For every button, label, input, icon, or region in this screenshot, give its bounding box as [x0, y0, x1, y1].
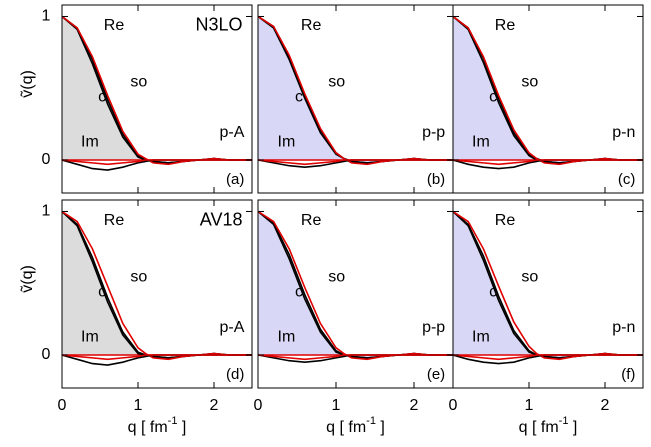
x-tick-label: 1 [525, 397, 534, 414]
series-label: so [521, 268, 538, 285]
x-tick-label: 0 [449, 397, 458, 414]
y-tick-label: 1 [42, 203, 51, 220]
area-fill [453, 211, 643, 358]
panel: Re c so Im p-n (c) [452, 4, 644, 194]
reaction-label: p-n [612, 124, 635, 141]
panel-label: (b) [427, 171, 445, 188]
series-label: Re [104, 212, 125, 229]
series-label: Re [495, 17, 516, 34]
x-tick-label: 2 [210, 397, 219, 414]
x-label-end: ] [376, 419, 385, 436]
x-label-end: ] [568, 419, 577, 436]
area-fill [62, 16, 252, 163]
plot-area [453, 15, 643, 170]
line-series [258, 354, 453, 361]
series-label: Re [104, 17, 125, 34]
series-label: Im [472, 328, 490, 345]
y-axis-label: ṽ(q) [19, 70, 36, 98]
plot-area [258, 210, 453, 363]
reaction-label: p-n [612, 319, 635, 336]
x-label-sup: -1 [559, 415, 569, 427]
line-series [453, 354, 643, 361]
line-series [62, 354, 252, 361]
series-label: Im [81, 328, 99, 345]
panel-frame [452, 4, 644, 194]
series-label: c [98, 283, 106, 300]
model-label: AV18 [200, 209, 243, 229]
model-label: N3LO [195, 14, 242, 34]
panel-frame [61, 4, 253, 194]
reaction-label: p-p [422, 124, 445, 141]
line-series [258, 159, 453, 166]
x-label-end: ] [177, 419, 186, 436]
x-label-sup: -1 [366, 415, 376, 427]
panel: Re c so Im 0 1 ṽ(q) N3LO p-A (a) [19, 4, 253, 194]
series-label: Im [278, 328, 296, 345]
reaction-label: p-A [219, 319, 244, 336]
plot-area [258, 15, 453, 168]
x-axis-label: q [ fm-1 ] [326, 415, 385, 436]
x-label-main: q [ fm [128, 419, 168, 436]
y-axis-label: ṽ(q) [19, 265, 36, 293]
x-label-main: q [ fm [519, 419, 559, 436]
series-label: c [295, 88, 303, 105]
plot-area [62, 15, 252, 171]
panel-frame [452, 199, 644, 389]
line-series [62, 159, 252, 166]
x-label-sup: -1 [168, 415, 178, 427]
series-label: c [295, 283, 303, 300]
panel-frame [61, 199, 253, 389]
line-series [453, 159, 643, 166]
series-label: Im [278, 133, 296, 150]
series-label: so [328, 73, 345, 90]
x-tick-label: 2 [410, 397, 419, 414]
panel-label: (d) [226, 366, 244, 383]
series-label: Re [301, 17, 322, 34]
y-tick-label: 1 [42, 8, 51, 25]
y-tick-label: 0 [42, 346, 51, 363]
series-label: c [489, 283, 497, 300]
area-fill [258, 211, 453, 358]
panel-label: (c) [618, 171, 636, 188]
panel-label: (f) [621, 366, 635, 383]
plot-area [62, 210, 252, 366]
panel: Re c so Im p-p (b) [257, 4, 454, 194]
plot-area [453, 210, 643, 365]
area-fill [258, 16, 453, 163]
series-label: so [521, 73, 538, 90]
reaction-label: p-p [422, 319, 445, 336]
panel: Re c so Im 0 1 2 q [ fm-1 ] p-p (e) [254, 199, 454, 436]
series-label: so [328, 268, 345, 285]
x-label-main: q [ fm [326, 419, 366, 436]
x-tick-label: 2 [601, 397, 610, 414]
series-label: so [130, 73, 147, 90]
series-label: Re [301, 212, 322, 229]
series-label: Im [472, 133, 490, 150]
area-fill [453, 16, 643, 163]
x-tick-label: 1 [332, 397, 341, 414]
panel-label: (e) [427, 366, 445, 383]
area-fill [62, 211, 252, 358]
y-tick-label: 0 [42, 151, 51, 168]
series-label: Re [495, 212, 516, 229]
panel-label: (a) [226, 171, 244, 188]
series-label: Im [81, 133, 99, 150]
series-label: c [98, 88, 106, 105]
x-axis-label: q [ fm-1 ] [128, 415, 187, 436]
reaction-label: p-A [219, 124, 244, 141]
series-label: c [489, 88, 497, 105]
x-tick-label: 0 [254, 397, 263, 414]
x-axis-label: q [ fm-1 ] [519, 415, 578, 436]
panel: Re c so Im 0 1 2 0 1 ṽ(q) q [ fm-1 ] AV18 p-A (d) [19, 199, 253, 436]
x-tick-label: 0 [58, 397, 67, 414]
x-tick-label: 1 [134, 397, 143, 414]
panel: Re c so Im 0 1 2 q [ fm-1 ] p-n (f) [449, 199, 644, 436]
series-label: so [130, 268, 147, 285]
